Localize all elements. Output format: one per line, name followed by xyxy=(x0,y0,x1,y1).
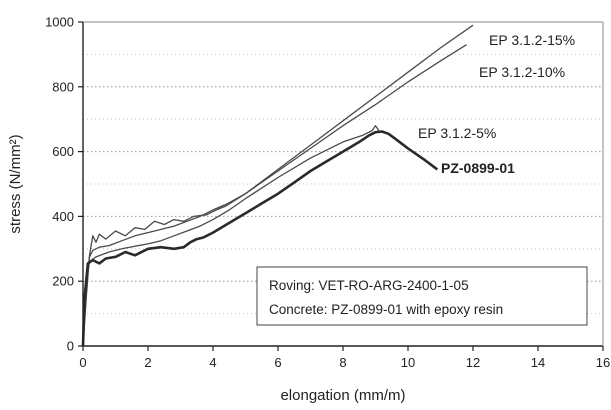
x-tick-label: 4 xyxy=(209,355,216,370)
y-tick-label: 0 xyxy=(67,339,74,354)
annotation-roving: Roving: VET-RO-ARG-2400-1-05 xyxy=(269,278,469,293)
y-tick-label: 800 xyxy=(52,79,74,94)
series-label-ep-15: EP 3.1.2-15% xyxy=(489,32,575,48)
series-layer xyxy=(81,24,474,347)
series-label-ep-5: EP 3.1.2-5% xyxy=(418,125,496,141)
x-tick-label: 8 xyxy=(339,355,346,370)
annotation-concrete: Concrete: PZ-0899-01 with epoxy resin xyxy=(269,302,503,317)
y-tick-label: 400 xyxy=(52,209,74,224)
series-line-0 xyxy=(82,24,474,347)
series-label-ep-10: EP 3.1.2-10% xyxy=(479,64,565,80)
x-tick-label: 0 xyxy=(79,355,86,370)
series-line-1 xyxy=(82,44,467,347)
tick-layer: 0 2 4 6 8 10 12 14 16 0 200 400 600 800 1000 xyxy=(45,15,610,371)
labels-layer: elongation (mm/m) stress (N/mm²) EP 3.1.… xyxy=(7,32,575,404)
annotation-box: Roving: VET-RO-ARG-2400-1-05 Concrete: P… xyxy=(256,266,588,326)
y-axis-title: stress (N/mm²) xyxy=(7,134,24,233)
series-line-2 xyxy=(82,125,380,347)
x-axis-title: elongation (mm/m) xyxy=(280,387,405,404)
x-tick-label: 6 xyxy=(274,355,281,370)
x-tick-label: 14 xyxy=(531,355,545,370)
x-tick-label: 16 xyxy=(596,355,610,370)
x-tick-label: 12 xyxy=(466,355,480,370)
axes-layer xyxy=(82,21,604,347)
series-line-3 xyxy=(81,130,439,347)
y-tick-label: 600 xyxy=(52,144,74,159)
x-tick-label: 10 xyxy=(401,355,415,370)
annotation-box-frame xyxy=(256,266,588,326)
series-label-pz: PZ-0899-01 xyxy=(441,160,515,176)
y-tick-label: 1000 xyxy=(45,15,74,30)
y-tick-label: 200 xyxy=(52,274,74,289)
x-tick-label: 2 xyxy=(144,355,151,370)
